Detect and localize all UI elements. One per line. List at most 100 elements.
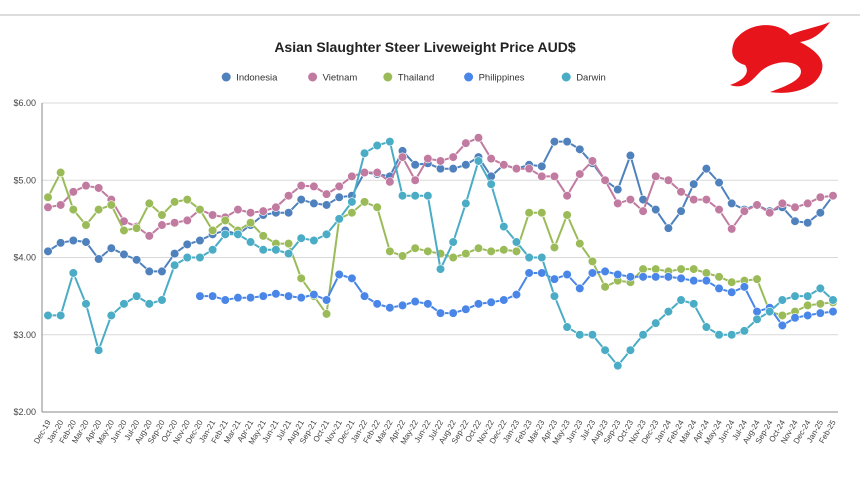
data-point [524, 164, 534, 174]
data-point [144, 266, 154, 277]
data-point [283, 291, 294, 301]
data-point [752, 314, 762, 324]
data-point [423, 299, 433, 309]
legend-marker [221, 72, 231, 82]
data-point [119, 225, 129, 236]
data-point [511, 246, 522, 256]
data-point [499, 160, 509, 170]
data-point [524, 268, 534, 278]
data-point [613, 269, 623, 280]
data-point [182, 215, 192, 226]
data-point [68, 268, 78, 278]
data-point [651, 205, 661, 215]
data-point [701, 164, 711, 174]
data-point [94, 205, 104, 215]
data-point [587, 256, 598, 266]
data-point [461, 249, 471, 259]
data-point [587, 268, 598, 278]
data-point [676, 264, 686, 274]
data-point [385, 246, 395, 256]
data-point [435, 156, 446, 166]
data-point [777, 198, 787, 209]
data-point [828, 306, 838, 317]
data-point [182, 194, 192, 205]
data-point [56, 238, 66, 248]
data-point [537, 268, 547, 278]
data-point [803, 300, 813, 310]
data-point [587, 330, 598, 340]
data-point [81, 220, 91, 230]
data-point [448, 152, 458, 162]
data-point [94, 254, 104, 264]
data-point [385, 303, 395, 313]
data-point [448, 252, 458, 263]
data-point [144, 198, 154, 209]
data-point [676, 295, 686, 305]
data-point [372, 299, 382, 309]
data-point [511, 237, 522, 247]
data-point [182, 239, 192, 249]
data-point [170, 249, 180, 259]
legend-marker [308, 72, 318, 82]
data-point [549, 274, 560, 284]
data-point [372, 140, 382, 151]
data-point [524, 208, 534, 218]
data-point [461, 160, 471, 170]
data-point [359, 148, 370, 158]
data-point [170, 218, 180, 228]
data-point [777, 310, 787, 321]
data-point [410, 296, 420, 307]
data-point [815, 308, 825, 318]
data-point [790, 202, 800, 212]
data-point [385, 177, 395, 187]
data-point [638, 330, 648, 340]
data-point [347, 197, 357, 207]
data-point [651, 171, 661, 181]
data-point [81, 181, 91, 191]
data-point [68, 205, 78, 215]
data-point [271, 289, 281, 299]
data-point [473, 156, 484, 166]
data-point [511, 289, 522, 300]
data-point [94, 183, 104, 193]
data-point [461, 198, 471, 209]
logo [730, 22, 830, 93]
data-point [676, 206, 686, 216]
data-point [321, 189, 332, 199]
data-point [499, 245, 509, 255]
data-point [803, 218, 813, 228]
data-point [119, 249, 129, 260]
legend-label: Darwin [576, 73, 606, 84]
data-point [739, 282, 749, 292]
legend-marker [464, 72, 474, 82]
data-point [752, 306, 762, 317]
data-point [562, 322, 572, 332]
data-point [727, 277, 737, 287]
data-point [207, 210, 218, 220]
data-point [739, 206, 749, 216]
data-point [815, 283, 825, 294]
data-point [689, 179, 699, 189]
data-point [752, 274, 762, 284]
data-point [245, 208, 256, 218]
data-point [423, 191, 433, 201]
data-point [765, 208, 775, 218]
data-point [195, 205, 205, 215]
data-point [828, 191, 838, 201]
data-point [359, 167, 370, 178]
data-point [549, 137, 560, 147]
data-point [803, 310, 813, 321]
data-point [157, 266, 167, 277]
data-point [132, 291, 142, 301]
data-point [132, 223, 142, 233]
data-point [207, 225, 218, 236]
data-point [752, 200, 762, 210]
data-point [651, 264, 661, 274]
data-point [651, 318, 661, 328]
y-tick-label: $3.00 [13, 330, 36, 340]
data-point [334, 269, 344, 280]
data-point [435, 164, 446, 174]
data-point [461, 138, 471, 148]
data-point [562, 137, 572, 147]
